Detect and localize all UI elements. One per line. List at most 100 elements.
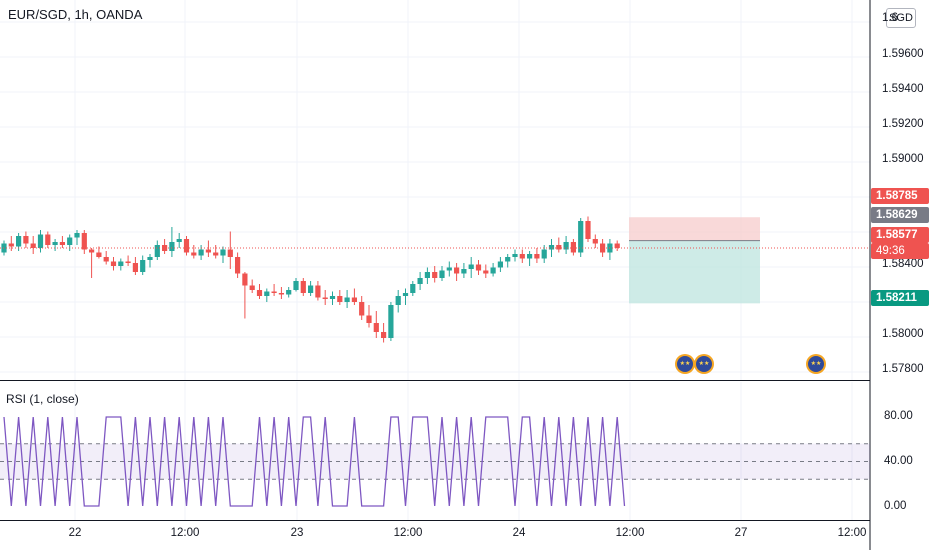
candle-body — [125, 261, 131, 263]
candle-body — [183, 239, 190, 253]
candle-body — [600, 243, 606, 253]
candle-body — [395, 296, 401, 305]
candle-body — [446, 267, 452, 271]
candle-body — [402, 293, 409, 296]
candle-body — [614, 243, 620, 248]
candle-body — [74, 233, 80, 238]
price-tick: 1.59200 — [882, 118, 924, 130]
rsi-tick: 80.00 — [884, 410, 913, 422]
candle-body — [59, 242, 65, 245]
candle-body — [96, 252, 102, 257]
candle-body — [439, 270, 445, 278]
time-tick: 24 — [512, 527, 526, 539]
stop-price-tag: 1.58211 — [871, 290, 929, 306]
candle-body — [271, 291, 277, 293]
candle-body — [410, 284, 416, 293]
time-tick: 12:00 — [393, 527, 423, 539]
candle-body — [227, 249, 233, 257]
candle-body — [461, 269, 467, 274]
candle-body — [315, 285, 321, 298]
candle-body — [308, 285, 314, 293]
candle-body — [381, 332, 387, 338]
candle-body — [264, 291, 270, 296]
last-price-tag: 1.58577 — [871, 227, 929, 243]
candle-body — [468, 264, 474, 269]
candle-body — [329, 296, 336, 299]
price-tick: 1.59000 — [882, 153, 924, 165]
candle-body — [366, 315, 372, 323]
candle-body — [483, 270, 489, 274]
candle-body — [67, 237, 73, 245]
candle-body — [359, 302, 365, 316]
candle-body — [293, 281, 299, 290]
candle-body — [585, 221, 591, 239]
candle-body — [497, 261, 503, 268]
eu-flag-icon[interactable]: ★★ — [675, 354, 695, 374]
currency-badge[interactable]: SGD — [886, 8, 916, 28]
candle-body — [110, 261, 117, 266]
time-tick: 27 — [734, 527, 748, 539]
candle-body — [220, 249, 226, 256]
rsi-title[interactable]: RSI (1, close) — [6, 392, 79, 406]
rsi-tick: 40.00 — [884, 455, 913, 467]
price-tick: 1.58000 — [882, 328, 924, 340]
candle-body — [176, 239, 182, 242]
time-tick: 23 — [290, 527, 304, 539]
candle-body — [322, 297, 328, 299]
eu-flag-icon[interactable]: ★★ — [806, 354, 826, 374]
target-price-tag: 1.58785 — [871, 188, 929, 204]
time-tick: 12:00 — [615, 527, 645, 539]
candle-body — [578, 221, 584, 253]
candle-body — [548, 245, 555, 250]
candle-body — [81, 233, 87, 250]
candle-body — [278, 293, 284, 295]
candle-body — [286, 290, 292, 295]
time-tick: 12:00 — [837, 527, 867, 539]
candle-body — [198, 249, 204, 256]
candle-body — [417, 278, 423, 284]
candle-body — [527, 254, 533, 259]
candle-body — [37, 234, 44, 248]
price-tick: 1.57800 — [882, 363, 924, 375]
candle-body — [169, 242, 175, 251]
candle-body — [519, 254, 525, 259]
candle-body — [213, 252, 219, 256]
time-tick: 12:00 — [170, 527, 200, 539]
candle-body — [205, 249, 211, 253]
candle-body — [191, 252, 197, 256]
position-reward-zone — [629, 240, 760, 304]
rsi-tick: 0.00 — [884, 500, 907, 512]
rsi-line — [3, 416, 626, 507]
price-tick: 1.58400 — [882, 258, 924, 270]
price-tick: 1.6 — [882, 12, 898, 24]
candle-body — [242, 273, 248, 286]
price-tick: 1.59600 — [882, 48, 924, 60]
candle-body — [337, 296, 343, 302]
candle-body — [132, 263, 138, 272]
symbol-title[interactable]: EUR/SGD, 1h, OANDA — [8, 7, 143, 22]
candle-body — [344, 297, 350, 302]
candle-body — [8, 243, 14, 247]
candle-body — [154, 245, 160, 257]
eu-flag-icon[interactable]: ★★ — [694, 354, 714, 374]
candle-body — [300, 281, 306, 293]
candle-body — [147, 257, 153, 260]
candle-body — [424, 272, 430, 278]
candle-body — [103, 257, 109, 262]
candle-body — [563, 242, 569, 250]
candle-body — [556, 245, 562, 250]
candle-body — [30, 243, 36, 248]
time-tick: 22 — [68, 527, 82, 539]
candle-body — [235, 257, 241, 274]
candle-body — [118, 261, 124, 266]
candle-body — [162, 245, 168, 251]
candle-body — [592, 239, 598, 244]
candle-body — [454, 267, 460, 274]
candle-body — [45, 234, 51, 245]
candle-body — [140, 260, 146, 272]
candle-body — [570, 242, 576, 253]
candle-body — [249, 285, 255, 290]
entry-price-tag: 1.58629 — [871, 207, 929, 223]
bar-countdown: 49:36 — [871, 243, 929, 259]
